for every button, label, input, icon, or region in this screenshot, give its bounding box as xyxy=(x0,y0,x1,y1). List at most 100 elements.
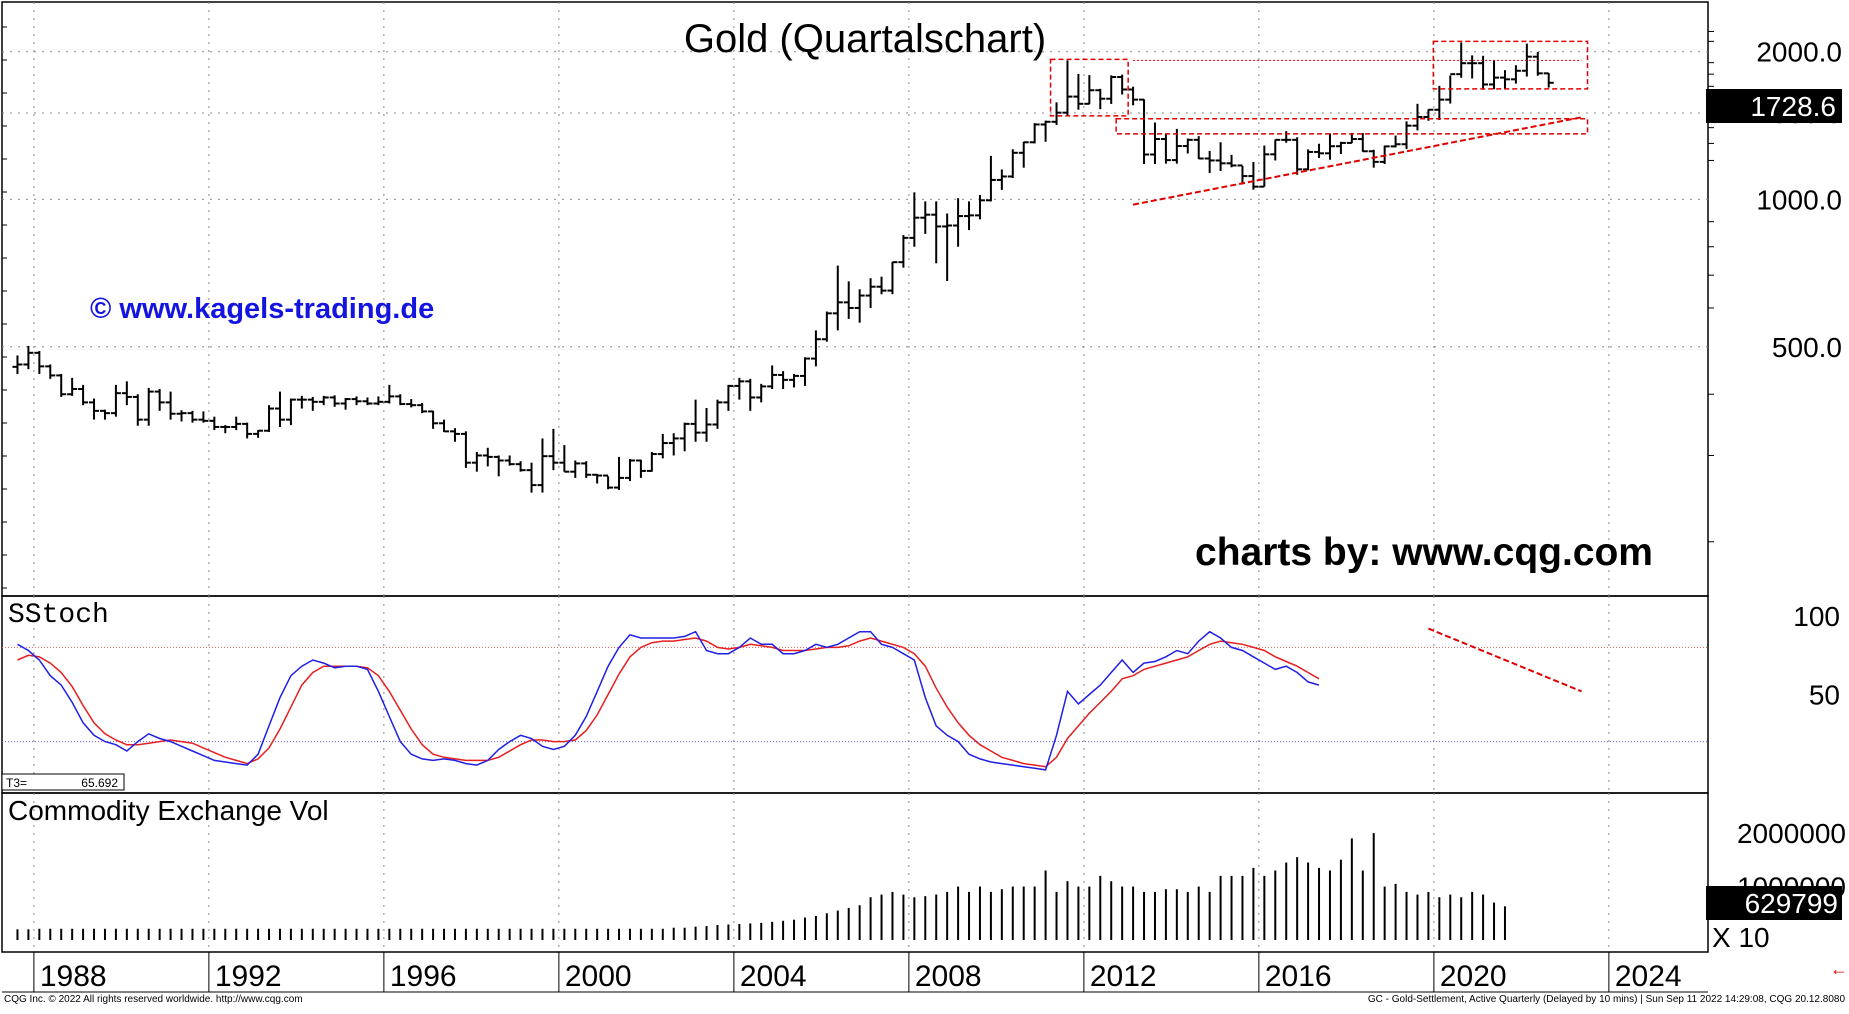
ohlc-bar xyxy=(581,461,592,478)
ohlc-bar xyxy=(701,407,712,442)
ohlc-bar xyxy=(614,456,625,491)
volume-y-tick-label: 2000000 xyxy=(1737,818,1846,849)
ohlc-bar xyxy=(285,398,296,426)
ohlc-bar xyxy=(1018,141,1029,168)
ohlc-bar xyxy=(1510,65,1521,84)
x-tick-label: 2008 xyxy=(915,960,982,993)
ohlc-bar xyxy=(953,198,964,247)
volume-panel xyxy=(16,833,1506,940)
volume-multiplier-label: X 10 xyxy=(1712,922,1770,953)
ohlc-bar xyxy=(1095,88,1106,110)
ohlc-bar xyxy=(329,395,340,407)
scroll-right-arrow-icon[interactable]: ← xyxy=(1830,959,1848,979)
ohlc-bar xyxy=(1160,133,1171,164)
ohlc-bar xyxy=(460,431,471,468)
ohlc-bar xyxy=(1237,164,1248,185)
chart-title: Gold (Quartalschart) xyxy=(684,17,1046,61)
ohlc-bar xyxy=(132,394,143,426)
ohlc-bar xyxy=(1532,51,1543,76)
ohlc-bar xyxy=(778,371,789,389)
ohlc-bar xyxy=(307,396,318,411)
ohlc-bar xyxy=(1215,142,1226,171)
ohlc-bar xyxy=(854,289,865,323)
ohlc-bar xyxy=(187,410,198,423)
ohlc-bar xyxy=(110,384,121,417)
ohlc-bar xyxy=(548,428,559,471)
ohlc-bar xyxy=(1259,145,1270,188)
ohlc-bar xyxy=(942,213,953,282)
ohlc-bar xyxy=(876,276,887,295)
ohlc-bar xyxy=(1303,149,1314,171)
ohlc-bar xyxy=(789,373,800,388)
ohlc-bar xyxy=(1073,73,1084,110)
ohlc-bar xyxy=(646,451,657,472)
x-tick-label: 2024 xyxy=(1615,960,1682,993)
stoch-downtrend-line xyxy=(1428,627,1582,693)
ohlc-bar xyxy=(318,395,329,406)
stoch-y-tick-label: 100 xyxy=(1793,601,1840,632)
ohlc-bar xyxy=(810,330,821,367)
stoch-readout-value: 65.692 xyxy=(81,776,118,790)
ohlc-bar xyxy=(898,235,909,268)
stoch-d-line xyxy=(17,637,1320,768)
x-tick-label: 2020 xyxy=(1440,960,1507,993)
volume-panel-frame xyxy=(1,792,1709,953)
x-tick-label: 2016 xyxy=(1265,960,1332,993)
ohlc-bar xyxy=(198,411,209,423)
volume-last-value-label: 629799 xyxy=(1745,888,1838,919)
ohlc-bar xyxy=(1040,120,1051,142)
ohlc-bar xyxy=(1270,138,1281,161)
ohlc-bar xyxy=(296,395,307,409)
attribution-text: charts by: www.cqg.com xyxy=(1195,531,1653,574)
ohlc-bar xyxy=(559,445,570,473)
ohlc-bar xyxy=(253,429,264,438)
ohlc-bar xyxy=(1467,55,1478,79)
ohlc-bar xyxy=(799,357,810,386)
ohlc-bar xyxy=(428,410,439,429)
ohlc-bar xyxy=(821,311,832,342)
ohlc-bar xyxy=(231,416,242,431)
ohlc-bar xyxy=(449,428,460,442)
ohlc-bar xyxy=(56,373,67,397)
price-last-value-box xyxy=(1706,89,1842,123)
ohlc-bar xyxy=(406,399,417,408)
watermark-text: © www.kagels-trading.de xyxy=(90,293,434,325)
ohlc-bar xyxy=(12,355,23,374)
x-tick-label: 1996 xyxy=(390,960,457,993)
ohlc-bar xyxy=(1401,121,1412,150)
ohlc-bar xyxy=(493,455,504,477)
ohlc-bar xyxy=(351,396,362,406)
volume-panel-title: Commodity Exchange Vol xyxy=(8,795,329,826)
ohlc-bar xyxy=(1171,128,1182,164)
ohlc-bar xyxy=(504,455,515,466)
ohlc-bar xyxy=(1248,162,1259,190)
ohlc-bar xyxy=(679,422,690,452)
ohlc-bar xyxy=(931,201,942,264)
ohlc-bar xyxy=(603,474,614,490)
ohlc-bar xyxy=(274,391,285,427)
ohlc-bar xyxy=(1007,149,1018,179)
ohlc-bar xyxy=(1139,98,1150,165)
ohlc-bar xyxy=(242,422,253,439)
grid-lines xyxy=(2,2,1708,952)
ohlc-bar xyxy=(526,462,537,493)
ohlc-bar xyxy=(23,345,34,370)
ohlc-bar xyxy=(657,433,668,459)
ohlc-bar xyxy=(482,447,493,467)
ohlc-bar xyxy=(1499,70,1510,90)
price-y-tick-label: 500.0 xyxy=(1772,332,1842,363)
ohlc-bar xyxy=(165,391,176,420)
ohlc-bar xyxy=(154,388,165,411)
ohlc-bar xyxy=(89,398,100,420)
ohlc-bar xyxy=(1314,143,1325,158)
ohlc-bar xyxy=(209,416,220,431)
stoch-y-tick-label: 50 xyxy=(1809,680,1840,711)
ohlc-bar xyxy=(99,409,110,420)
ohlc-bar xyxy=(1324,133,1335,160)
ohlc-bar xyxy=(920,201,931,234)
ohlc-bar xyxy=(471,451,482,472)
ohlc-bar xyxy=(1292,137,1303,175)
ohlc-bar xyxy=(1412,103,1423,131)
